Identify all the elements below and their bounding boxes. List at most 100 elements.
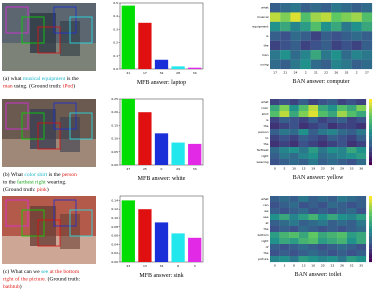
caption-segment: to the: [3, 180, 17, 186]
heatmap-cell: [280, 50, 291, 60]
colorbar-step: [369, 138, 372, 142]
heatmap-cell: [356, 232, 367, 239]
y-tick-label: 0.14: [111, 198, 118, 202]
heatmap-cell: [337, 196, 347, 203]
heatmap-cell: [356, 220, 367, 227]
column-label: 26: [334, 71, 338, 75]
heatmap-cell: [270, 12, 281, 22]
detection-box: [37, 219, 61, 247]
heatmap-cell: [361, 12, 373, 22]
detection-box: [21, 112, 45, 140]
colorbar-step: [369, 199, 372, 203]
heatmap-cell: [346, 123, 357, 130]
heatmap-cell: [341, 31, 352, 41]
heatmap-cell: [337, 159, 347, 166]
column-label: 20: [321, 264, 325, 268]
colorbar-step: [369, 99, 372, 103]
colorbar-step: [369, 258, 372, 263]
heatmap-cell: [289, 196, 299, 203]
heatmap-cell: [308, 232, 319, 239]
column-label: 3: [283, 264, 285, 268]
heatmap-cell: [270, 40, 281, 51]
heatmap-cell: [341, 3, 352, 13]
heatmap-cell: [298, 123, 309, 130]
caption-segment: musical equipment: [23, 76, 66, 82]
caption-line: bathtub): [3, 283, 22, 290]
heatmap-cell: [310, 31, 322, 41]
detection-box: [69, 112, 93, 140]
heatmap-cell: [337, 117, 347, 124]
heatmap-cell: [308, 105, 319, 112]
colorbar-step: [369, 102, 372, 106]
heatmap-cell: [318, 214, 328, 221]
heatmap-cell: [289, 244, 299, 251]
heatmap-cell: [337, 135, 347, 142]
heatmap-cell: [270, 105, 280, 112]
heatmap-cell: [327, 111, 338, 118]
caption-segment: color shirt: [24, 172, 47, 178]
heatmap-cell: [279, 226, 290, 233]
heatmap-cell: [308, 141, 319, 148]
column-label: 0: [274, 167, 276, 171]
heatmap-cell: [289, 256, 299, 263]
heatmap-cell: [318, 232, 328, 239]
colorbar-step: [369, 141, 372, 146]
heatmap-cell: [346, 159, 357, 166]
heatmap-cell: [270, 153, 280, 160]
heatmap-cell: [308, 238, 319, 245]
bar: [171, 233, 185, 262]
row-label: person: [258, 130, 268, 134]
column-label: 19: [311, 167, 315, 171]
heatmap-cell: [270, 141, 280, 148]
row-label: the: [264, 142, 269, 146]
y-tick-label: 0.15: [111, 123, 118, 127]
y-tick-label: 0.3: [113, 27, 118, 31]
heatmap-cell: [361, 50, 373, 60]
detection-box: [37, 26, 61, 54]
x-tick-label: 32: [160, 264, 164, 268]
detection-box: [69, 16, 93, 44]
colorbar-step: [369, 112, 372, 116]
heatmap-cell: [318, 123, 328, 130]
detection-box: [21, 16, 45, 44]
heatmap-cell: [337, 202, 347, 209]
row-label: of: [266, 245, 270, 249]
heatmap-cell: [280, 3, 291, 13]
caption-segment: (b) What: [3, 171, 24, 178]
heatmap-cell: [321, 50, 332, 60]
photo-region: [30, 206, 56, 246]
heatmap-cell: [298, 244, 309, 251]
heatmap-cell: [356, 238, 367, 245]
caption-segment: iPod: [63, 84, 73, 90]
heatmap-cell: [290, 40, 301, 51]
heatmap-cell: [337, 153, 347, 160]
heatmap-cell: [318, 196, 328, 203]
heatmap-cell: [346, 111, 357, 118]
heatmap-cell: [327, 196, 338, 203]
column-label: 10: [292, 167, 296, 171]
heatmap-cell: [346, 105, 357, 112]
colorbar-step: [369, 135, 372, 139]
caption-segment: person: [62, 172, 77, 178]
caption-line: man using. (Ground truth: iPod): [3, 83, 75, 90]
colorbar-step: [369, 202, 372, 206]
heatmap-cell: [289, 220, 299, 227]
heatmap-cell: [318, 220, 328, 227]
heatmap-cell: [289, 135, 299, 142]
y-tick-label: 0.5: [113, 1, 118, 5]
heatmap-cell: [356, 202, 367, 209]
colorbar-step: [369, 219, 372, 223]
y-tick-label: 0.04: [111, 242, 118, 246]
heatmap-cell: [279, 147, 290, 154]
heatmap-cell: [310, 3, 322, 13]
heatmap-cell: [337, 105, 347, 112]
heatmap-cell: [308, 244, 319, 251]
heatmap-cell: [289, 208, 299, 215]
column-label: 16: [311, 264, 315, 268]
colorbar-step: [369, 245, 372, 249]
heatmap-cell: [318, 244, 328, 251]
heatmap-cell: [279, 135, 290, 142]
column-label: 26: [330, 167, 334, 171]
bar: [154, 222, 169, 262]
heatmap-cell: [279, 129, 290, 136]
